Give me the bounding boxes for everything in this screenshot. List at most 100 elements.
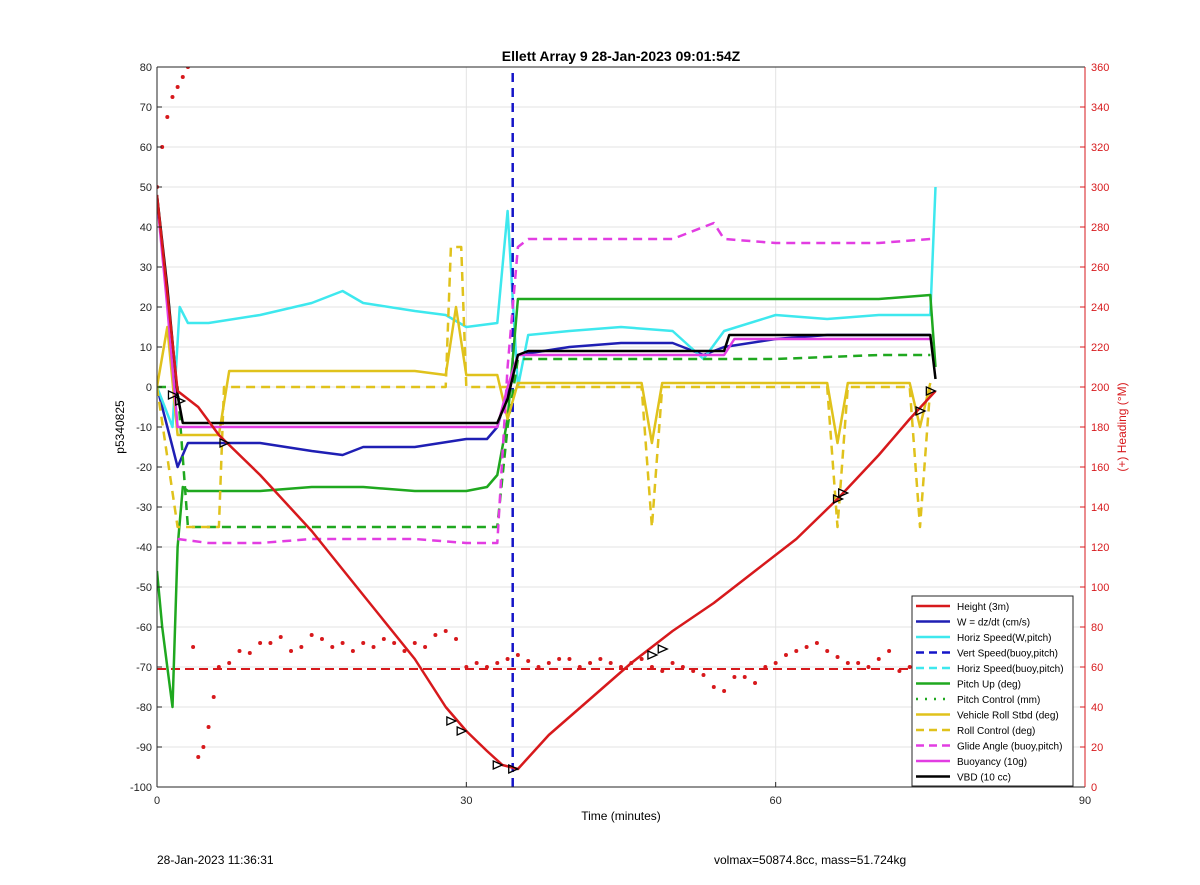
y-tick-label: 0 bbox=[146, 382, 152, 394]
heading-point bbox=[629, 661, 634, 665]
heading-point bbox=[907, 665, 912, 669]
y-tick-label: -90 bbox=[136, 742, 152, 754]
height-marker bbox=[492, 759, 504, 771]
y2-tick-label: 280 bbox=[1091, 222, 1109, 234]
legend-label: Horiz Speed(buoy,pitch) bbox=[957, 664, 1064, 675]
legend-label: Roll Control (deg) bbox=[957, 726, 1035, 737]
heading-point bbox=[515, 653, 520, 657]
legend-label: Pitch Control (mm) bbox=[957, 695, 1040, 706]
heading-point bbox=[361, 641, 366, 645]
heading-point bbox=[340, 641, 345, 645]
y2-tick-label: 220 bbox=[1091, 342, 1109, 354]
y2-tick-label: 180 bbox=[1091, 422, 1109, 434]
heading-point bbox=[299, 645, 304, 649]
heading-point bbox=[845, 661, 850, 665]
y2-tick-label: 120 bbox=[1091, 542, 1109, 554]
heading-point bbox=[526, 659, 531, 663]
x-tick-label: 0 bbox=[154, 795, 160, 807]
heading-point bbox=[794, 649, 799, 653]
height-marker bbox=[647, 649, 659, 661]
legend-label: Vert Speed(buoy,pitch) bbox=[957, 649, 1058, 660]
y-tick-label: 80 bbox=[140, 62, 152, 74]
y-tick-label: -70 bbox=[136, 662, 152, 674]
y2-tick-label: 200 bbox=[1091, 382, 1109, 394]
legend-label: Horiz Speed(W,pitch) bbox=[957, 633, 1051, 644]
series-line-0 bbox=[157, 194, 937, 771]
y-tick-label: 20 bbox=[140, 302, 152, 314]
heading-point bbox=[804, 645, 809, 649]
heading-point bbox=[691, 669, 696, 673]
legend-label: Glide Angle (buoy,pitch) bbox=[957, 742, 1062, 753]
y-tick-label: -10 bbox=[136, 422, 152, 434]
height-marker bbox=[219, 437, 231, 449]
heading-point bbox=[170, 95, 175, 99]
heading-point bbox=[753, 681, 758, 685]
series-line-9 bbox=[177, 221, 931, 545]
heading-point bbox=[330, 645, 335, 649]
heading-point bbox=[670, 661, 675, 665]
heading-point bbox=[258, 641, 263, 645]
height-marker bbox=[175, 395, 187, 407]
series-line-2 bbox=[157, 186, 937, 429]
heading-point bbox=[856, 661, 861, 665]
height-marker bbox=[915, 405, 927, 417]
heading-point bbox=[835, 655, 840, 659]
y2-tick-label: 60 bbox=[1091, 662, 1103, 674]
height-marker bbox=[456, 725, 468, 737]
height-marker bbox=[832, 493, 845, 505]
legend-label: Pitch Up (deg) bbox=[957, 680, 1021, 691]
heading-point bbox=[211, 695, 216, 699]
y-tick-label: -30 bbox=[136, 502, 152, 514]
y2-tick-label: 320 bbox=[1091, 142, 1109, 154]
heading-point bbox=[639, 657, 644, 661]
x-tick-label: 60 bbox=[770, 795, 782, 807]
heading-point bbox=[191, 645, 196, 649]
series-line-7 bbox=[157, 305, 932, 445]
legend-label: Height (3m) bbox=[957, 602, 1009, 613]
heading-point bbox=[876, 657, 881, 661]
y-tick-label: 50 bbox=[140, 182, 152, 194]
series-line-6 bbox=[157, 353, 931, 529]
heading-point bbox=[402, 649, 407, 653]
heading-point bbox=[454, 637, 459, 641]
heading-point bbox=[392, 641, 397, 645]
heading-point bbox=[619, 665, 623, 669]
heading-point bbox=[247, 651, 252, 655]
heading-point bbox=[866, 665, 871, 669]
height-marker bbox=[838, 487, 850, 499]
heading-point bbox=[588, 661, 593, 665]
heading-point bbox=[309, 633, 314, 637]
heading-point bbox=[289, 649, 294, 653]
heading-point bbox=[227, 661, 232, 665]
y2-tick-label: 340 bbox=[1091, 102, 1109, 114]
y-axis-label: p5340825 bbox=[113, 400, 127, 454]
heading-point bbox=[423, 645, 428, 649]
y-tick-label: -50 bbox=[136, 582, 152, 594]
heading-point bbox=[484, 665, 489, 669]
plot-area bbox=[157, 67, 941, 787]
heading-point bbox=[495, 661, 500, 665]
heading-point bbox=[763, 665, 768, 669]
y-tick-label: 60 bbox=[140, 142, 152, 154]
heading-point bbox=[474, 661, 479, 665]
axes: 0 30 60 90-100-90-80-70-60-50-40-30-20-1001… bbox=[130, 62, 1109, 807]
x-tick-label: 90 bbox=[1079, 795, 1091, 807]
heading-point bbox=[701, 673, 706, 677]
heading-point bbox=[660, 669, 665, 673]
height-marker bbox=[508, 763, 520, 775]
heading-point bbox=[649, 665, 654, 669]
chart-title: Ellett Array 9 28-Jan-2023 09:01:54Z bbox=[502, 48, 741, 64]
y-tick-label: -20 bbox=[136, 462, 152, 474]
y-tick-label: 30 bbox=[140, 262, 152, 274]
y2-axis-label: (+) Heading (°M) bbox=[1115, 382, 1129, 471]
heading-point bbox=[433, 633, 438, 637]
y2-tick-label: 160 bbox=[1091, 462, 1109, 474]
y-tick-label: -80 bbox=[136, 702, 152, 714]
heading-point bbox=[722, 689, 727, 693]
x-tick-label: 30 bbox=[460, 795, 472, 807]
heading-point bbox=[371, 645, 376, 649]
footer-volmax-mass: volmax=50874.8cc, mass=51.724kg bbox=[714, 853, 907, 867]
y-tick-label: 40 bbox=[140, 222, 152, 234]
heading-point bbox=[196, 755, 201, 759]
